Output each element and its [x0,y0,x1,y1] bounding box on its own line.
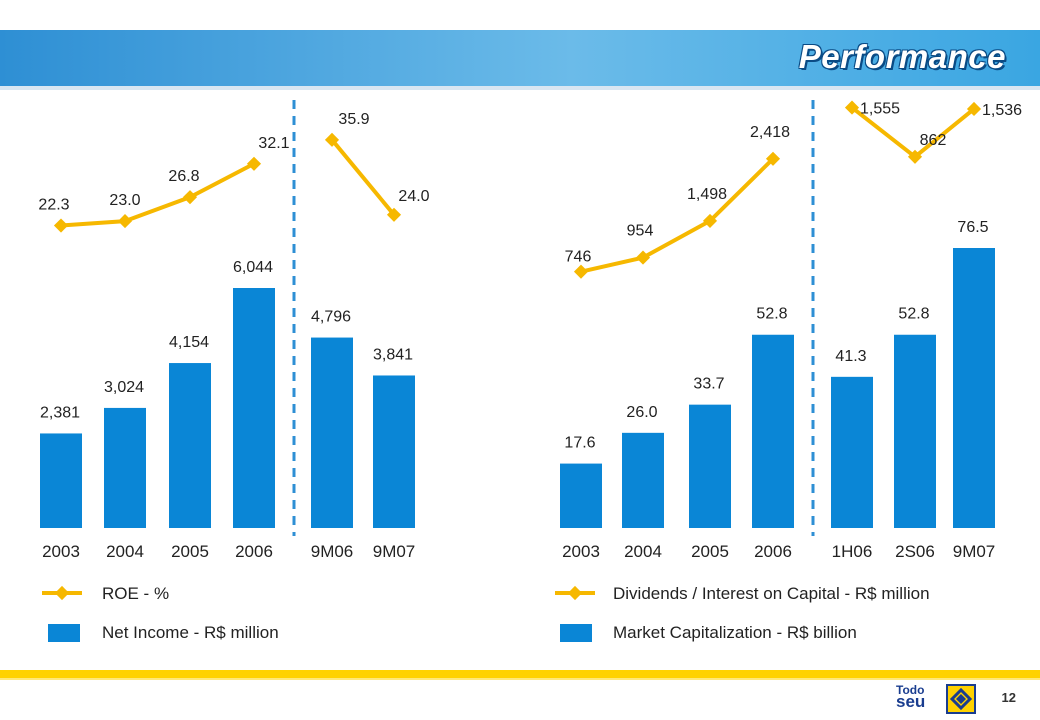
legend-bar-swatch-net-income [48,624,80,642]
right-bar-2004 [622,432,664,528]
right-bar-label-2s06: 52.8 [898,306,929,323]
left-x-tick-2004: 2004 [106,542,144,561]
right-x-tick-2004: 2004 [624,542,662,561]
left-x-tick-2003: 2003 [42,542,80,561]
right-line-label-2006: 2,418 [750,124,790,141]
page-title: Performance [798,38,1006,75]
header-banner [0,30,1040,88]
right-line-point-9m07 [966,101,982,117]
right-line-point-2006 [765,151,781,166]
left-line-label-2006: 32.1 [258,135,289,152]
left-x-tick-2006: 2006 [235,542,273,561]
right-bar-1h06 [831,376,873,528]
left-bar-9m07 [373,375,415,528]
left-line-point-9m06 [324,132,340,147]
right-bar-2s06 [894,334,936,528]
legend-label-market-cap: Market Capitalization - R$ billion [613,623,857,642]
right-bar-label-1h06: 41.3 [835,348,866,365]
left-line-label-2003: 22.3 [38,197,69,214]
left-line-segment-2 [330,138,396,217]
brand-slogan: Todo seu [896,683,926,711]
left-bar-9m06 [311,337,353,528]
right-x-tick-2006: 2006 [754,542,792,561]
right-bar-label-9m07: 76.5 [957,219,988,236]
left-line-point-9m07 [386,207,402,222]
footer-yellow-stripe [0,678,1040,680]
right-line-label-9m07: 1,536 [982,102,1022,119]
right-bar-label-2005: 33.7 [693,376,724,393]
right-bar-label-2004: 26.0 [626,404,657,421]
right-bar-2003 [560,463,602,528]
left-line-label-9m06: 35.9 [338,111,369,128]
left-bar-2006 [233,288,275,528]
right-line-point-2003 [573,264,589,279]
right-bar-9m07 [953,248,995,528]
left-x-tick-9m06: 9M06 [311,542,354,561]
right-line-label-2003: 746 [565,249,592,266]
left-bar-label-9m06: 4,796 [311,309,351,326]
left-line-point-2003 [53,218,69,233]
right-x-tick-2005: 2005 [691,542,729,561]
left-line-label-2004: 23.0 [109,192,140,209]
right-bar-2006 [752,334,794,528]
left-bar-2003 [40,433,82,528]
right-line-label-1h06: 1,555 [860,101,900,118]
left-x-tick-2005: 2005 [171,542,209,561]
brand-slogan-top: Todo [896,683,925,697]
right-x-tick-9m07: 9M07 [953,542,996,561]
left-line-point-2004 [117,214,133,229]
right-line-label-2s06: 862 [920,132,947,149]
bank-logo-icon [946,684,976,714]
legend-label-net-income: Net Income - R$ million [102,623,279,642]
right-bar-label-2006: 52.8 [756,306,787,323]
performance-charts: 2,381 2003 3,024 2004 4,154 2005 6,044 2006 4,79… [38,100,1022,561]
right-line-point-1h06 [844,100,860,115]
right-line-point-2005 [702,213,718,228]
right-x-tick-2003: 2003 [562,542,600,561]
left-x-tick-9m07: 9M07 [373,542,416,561]
left-line-label-9m07: 24.0 [398,188,429,205]
page-number: 12 [1001,690,1016,705]
right-line-point-2004 [635,250,651,265]
header-banner-shadow [0,86,1040,90]
right-line-label-2005: 1,498 [687,186,727,203]
legend-label-dividends: Dividends / Interest on Capital - R$ mil… [613,584,930,603]
left-bar-2004 [104,407,146,528]
right-x-tick-1h06: 1H06 [832,542,873,561]
right-bar-2005 [689,404,731,528]
left-bar-label-2003: 2,381 [40,404,80,421]
right-bar-label-2003: 17.6 [564,435,595,452]
left-line-point-2005 [182,190,198,205]
left-bar-label-2005: 4,154 [169,334,209,351]
brand-slogan-bottom: seu [896,692,926,711]
footer-yellow-bar [0,670,1040,678]
right-line-point-2s06 [907,149,923,164]
left-bar-label-2004: 3,024 [104,379,144,396]
left-bar-2005 [169,363,211,528]
right-line-label-2004: 954 [627,223,654,240]
left-bar-label-2006: 6,044 [233,259,273,276]
left-line-label-2005: 26.8 [168,168,199,185]
left-line-point-2006 [246,156,262,171]
left-line-segment-1 [60,161,255,228]
right-x-tick-2s06: 2S06 [895,542,935,561]
legend-bar-swatch-market-cap [560,624,592,642]
right-line-segment-1 [580,157,775,274]
left-bar-label-9m07: 3,841 [373,346,413,363]
legend-label-roe: ROE - % [102,584,170,603]
